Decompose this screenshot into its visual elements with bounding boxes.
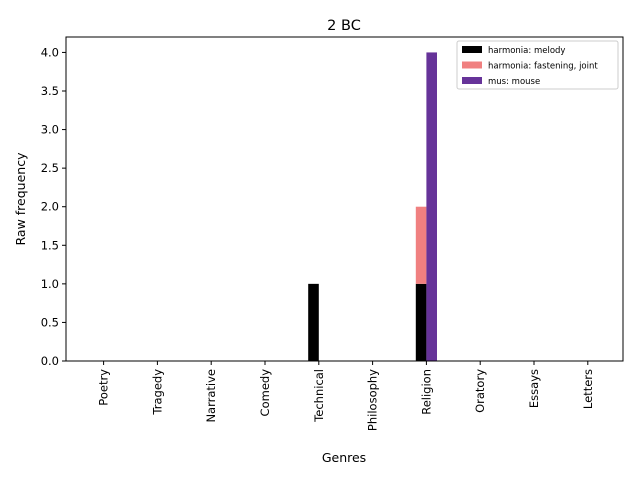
x-tick-label: Narrative bbox=[204, 369, 218, 423]
legend-swatch bbox=[462, 46, 482, 53]
legend-swatch bbox=[462, 77, 482, 84]
y-tick-label: 3.0 bbox=[41, 123, 59, 137]
x-tick-label: Tragedy bbox=[150, 369, 164, 416]
legend-box bbox=[456, 40, 619, 90]
x-tick-label: Technical bbox=[312, 369, 326, 423]
x-tick-label: Poetry bbox=[97, 369, 111, 406]
y-axis-label: Raw frequency bbox=[13, 152, 28, 246]
y-tick-label: 2.5 bbox=[41, 161, 59, 175]
bar bbox=[308, 283, 319, 361]
x-tick-label: Comedy bbox=[258, 369, 272, 417]
bars-layer bbox=[308, 52, 437, 362]
legend: harmonia: melody harmonia: fastening, joi… bbox=[456, 40, 619, 90]
y-tick-label: 1.5 bbox=[41, 238, 59, 252]
y-tick-label: 3.5 bbox=[41, 84, 59, 98]
x-tick-label: Oratory bbox=[473, 369, 487, 413]
bar bbox=[415, 283, 427, 361]
y-tick-label: 0.5 bbox=[41, 315, 59, 329]
y-axis: 0.0 0.5 1.0 1.5 2.0 2.5 3.0 3.5 4.0 bbox=[41, 45, 66, 368]
bar bbox=[426, 52, 437, 362]
legend-label: mus: mouse bbox=[488, 77, 540, 87]
bar bbox=[415, 206, 427, 284]
x-tick-label: Letters bbox=[581, 369, 595, 409]
y-tick-label: 0.0 bbox=[41, 354, 59, 368]
legend-swatch bbox=[462, 61, 482, 69]
y-tick-label: 2.0 bbox=[41, 200, 59, 214]
x-tick-label: Essays bbox=[527, 369, 541, 408]
x-axis-label: Genres bbox=[322, 450, 366, 465]
x-axis: Poetry Tragedy Narrative Comedy Technical Phi… bbox=[97, 361, 595, 431]
x-tick-label: Philosophy bbox=[366, 369, 380, 431]
legend-label: harmonia: melody bbox=[488, 46, 565, 56]
y-tick-label: 4.0 bbox=[41, 45, 59, 59]
y-tick-label: 1.0 bbox=[41, 277, 59, 291]
legend-label: harmonia: fastening, joint bbox=[488, 62, 598, 72]
x-tick-label: Religion bbox=[419, 369, 433, 415]
plot-frame bbox=[65, 36, 624, 362]
chart-title: 2 BC bbox=[327, 18, 361, 34]
